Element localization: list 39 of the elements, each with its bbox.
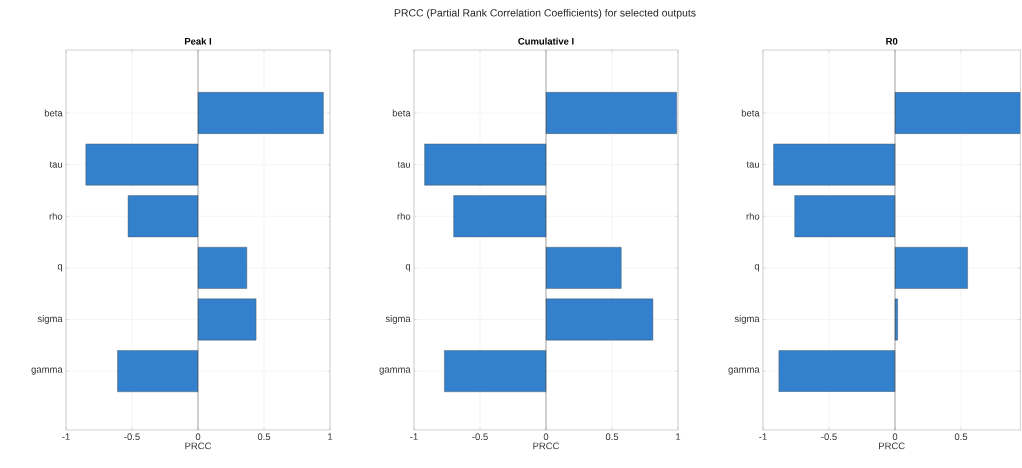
x-tick-label: 0 (892, 433, 898, 441)
x-tick-label: 0.5 (257, 433, 271, 441)
chart-title: R0 (886, 37, 898, 45)
x-tick-label: 1 (328, 433, 333, 440)
x-axis-title: PRCC (533, 442, 560, 450)
x-tick-label: 0.5 (605, 433, 619, 441)
chart-title: Cumulative I (518, 37, 574, 45)
y-tick-label: sigma (37, 315, 63, 324)
x-tick-label: -1 (410, 433, 418, 440)
y-tick-label: rho (49, 212, 63, 220)
y-tick-label: gamma (728, 367, 760, 375)
text: PRCC (Partial Rank Correlation Coefficients) for selected outputs (394, 8, 696, 19)
x-axis-title: PRCC (185, 442, 212, 450)
y-tick-label: q (57, 264, 63, 272)
y-tick-label: beta (392, 109, 411, 117)
y-tick-label: sigma (385, 315, 411, 324)
x-tick-label: 0 (543, 433, 549, 441)
y-tick-label: tau (397, 161, 411, 168)
y-tick-label: rho (746, 212, 760, 220)
y-tick-label: rho (397, 212, 411, 220)
y-tick-label: q (754, 264, 760, 272)
x-axis-title: PRCC (879, 442, 905, 450)
x-tick-label: 0 (195, 433, 201, 441)
y-tick-label: gamma (379, 367, 411, 375)
x-tick-label: 0.5 (954, 433, 968, 441)
x-tick-label: -1 (62, 433, 70, 440)
x-tick-label: -0.5 (124, 433, 140, 441)
y-tick-label: sigma (734, 315, 760, 324)
y-tick-label: beta (44, 109, 63, 117)
chart-title: Peak I (184, 37, 212, 45)
x-tick-label: -0.5 (821, 433, 837, 441)
y-tick-label: tau (49, 161, 63, 168)
y-tick-label: beta (741, 109, 760, 117)
x-tick-label: -0.5 (472, 433, 488, 441)
x-tick-label: -1 (759, 433, 767, 440)
y-tick-label: tau (746, 161, 760, 168)
y-tick-label: q (405, 264, 411, 272)
y-tick-label: gamma (31, 367, 63, 375)
x-tick-label: 1 (676, 433, 681, 440)
